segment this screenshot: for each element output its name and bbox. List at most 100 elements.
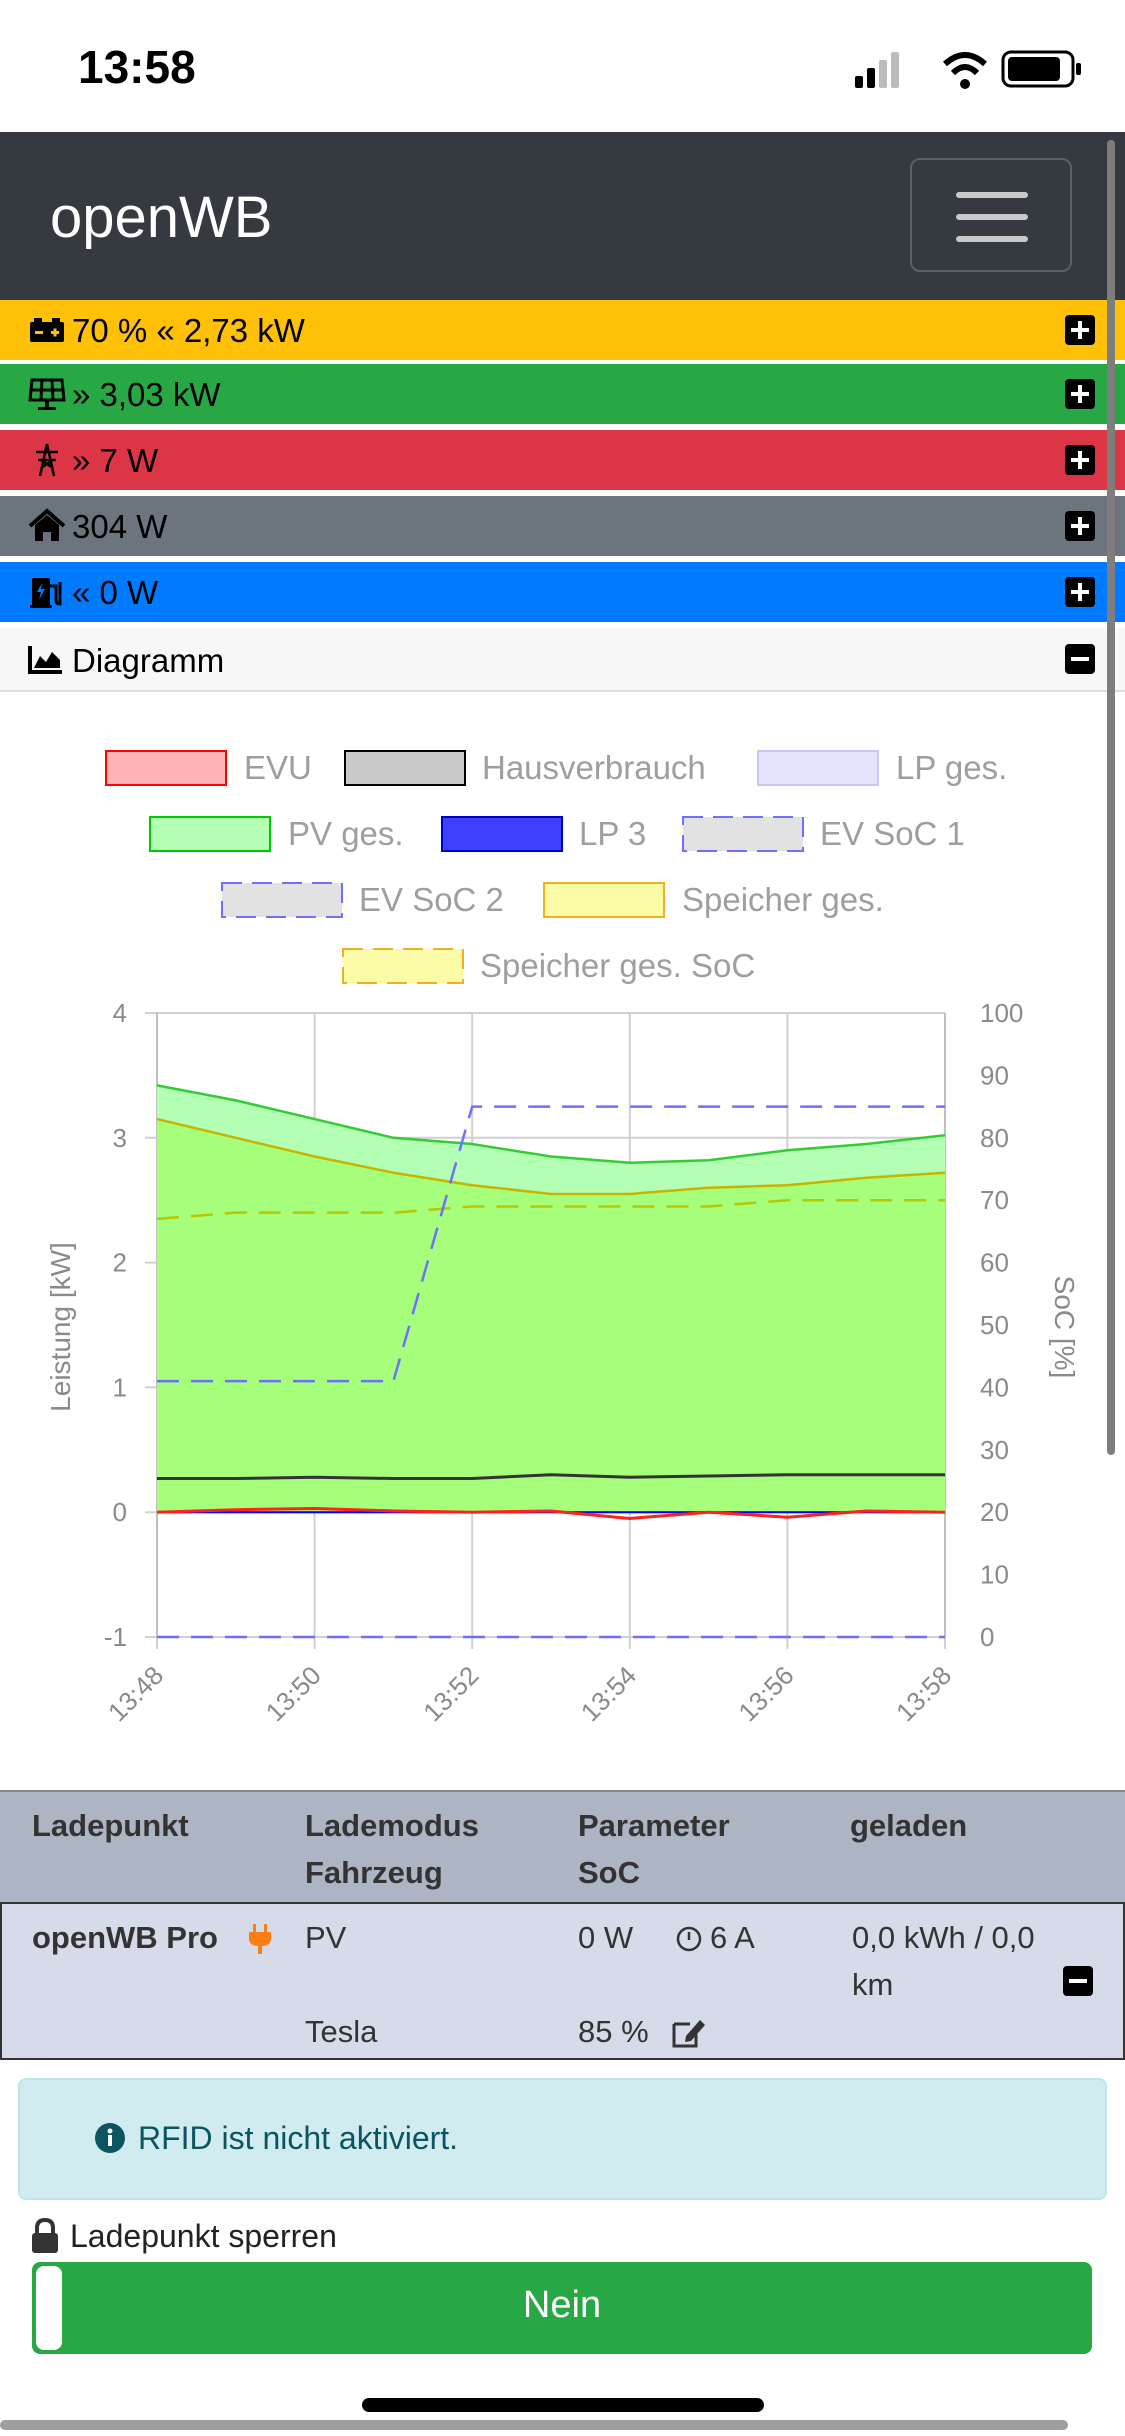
grid-row[interactable]: » 7 W [0, 430, 1125, 490]
charge-mode[interactable]: PV [305, 1920, 347, 1955]
legend-pv-ges: PV ges. [149, 815, 404, 852]
menu-toggle-button[interactable] [910, 158, 1072, 272]
x-tick-label: 13:52 [417, 1660, 484, 1727]
lock-icon [32, 2218, 58, 2253]
header-lademodus: Lademodus [305, 1808, 479, 1843]
navbar: openWB [0, 132, 1125, 300]
chargepoint-table-header: Ladepunkt Lademodus Fahrzeug Parameter S… [0, 1790, 1125, 1902]
status-time: 13:58 [78, 41, 196, 93]
wifi-icon [942, 52, 988, 89]
vehicle-name[interactable]: Tesla [305, 2014, 378, 2049]
expand-pv-icon[interactable] [1065, 379, 1095, 409]
legend-speicher-ges: Speicher ges. [543, 881, 884, 918]
house-row[interactable]: 304 W [0, 496, 1125, 556]
home-indicator[interactable] [362, 2398, 764, 2412]
grid-summary: » 7 W [72, 442, 159, 479]
legend-ev-soc-1: EV SoC 1 [682, 815, 965, 852]
y-tick-label: 1 [113, 1372, 127, 1402]
y-axis-label: Leistung [kW] [45, 1242, 76, 1412]
haus-area [157, 1474, 945, 1513]
y-right-tick-label: 70 [980, 1185, 1009, 1215]
y-right-tick-label: 50 [980, 1310, 1009, 1340]
y-right-tick-label: 0 [980, 1622, 994, 1652]
legend-swatch-ev-soc-2 [221, 882, 343, 918]
pv-row[interactable]: » 3,03 kW [0, 364, 1125, 424]
edit-icon[interactable] [670, 2016, 708, 2050]
header-soc: SoC [578, 1855, 640, 1890]
charging-station-icon [30, 578, 62, 608]
legend-label-lp3: LP 3 [579, 815, 646, 852]
header-geladen: geladen [850, 1808, 968, 1843]
battery-summary: 70 % « 2,73 kW [72, 312, 305, 349]
lock-label: Ladepunkt sperren [70, 2218, 337, 2254]
collapse-row-icon[interactable] [1063, 1966, 1093, 1996]
info-icon [95, 2123, 125, 2153]
power-tower-icon [36, 443, 58, 477]
x-tick-label: 13:54 [575, 1660, 642, 1727]
hamburger-icon [956, 192, 1028, 198]
pv-summary: » 3,03 kW [72, 376, 221, 413]
x-tick-label: 13:58 [890, 1660, 957, 1727]
expand-chargepoint-icon[interactable] [1065, 577, 1095, 607]
y-right-tick-label: 40 [980, 1372, 1009, 1402]
y-tick-label: 2 [113, 1248, 127, 1278]
legend-swatch-evu [105, 750, 227, 786]
legend-label-speicher-ges-soc: Speicher ges. SoC [480, 947, 755, 984]
header-ladepunkt: Ladepunkt [32, 1808, 189, 1843]
legend-label-pv-ges: PV ges. [288, 815, 404, 852]
legend-label-lp-ges: LP ges. [896, 749, 1007, 786]
house-summary: 304 W [72, 508, 168, 545]
power-chart: EVU Hausverbrauch LP ges. PV ges. LP 3 E… [45, 749, 1080, 1727]
legend-lp-ges: LP ges. [757, 749, 1007, 786]
y-tick-label: -1 [104, 1622, 127, 1652]
legend-swatch-pv-ges [149, 816, 271, 852]
signal-icon [855, 52, 899, 88]
chargepoint-summary: « 0 W [72, 574, 159, 611]
legend-swatch-hausverbrauch [344, 750, 466, 786]
y-right-tick-label: 30 [980, 1435, 1009, 1465]
legend-swatch-ev-soc-1 [682, 816, 804, 852]
y-tick-label: 4 [113, 998, 127, 1028]
battery-row[interactable]: 70 % « 2,73 kW [0, 300, 1125, 360]
lock-toggle[interactable]: Nein [32, 2262, 1092, 2354]
legend-hausverbrauch: Hausverbrauch [344, 749, 706, 786]
y-axis-right-label: SoC [%] [1049, 1276, 1080, 1379]
solar-panel-icon [28, 378, 66, 410]
home-icon [28, 508, 66, 541]
scrollbar[interactable] [1107, 140, 1115, 1455]
chargepoint-name[interactable]: openWB Pro [32, 1920, 218, 1955]
brand-logo-text[interactable]: openWB [50, 185, 273, 250]
legend-speicher-ges-soc: Speicher ges. SoC [342, 947, 755, 984]
x-tick-label: 13:50 [260, 1660, 327, 1727]
area-chart-icon [28, 646, 62, 674]
y-right-tick-label: 10 [980, 1560, 1009, 1590]
expand-grid-icon[interactable] [1065, 445, 1095, 475]
status-icons [855, 50, 1081, 89]
battery-icon [30, 318, 64, 342]
chart-lines [156, 1084, 946, 1639]
y-tick-label: 0 [113, 1497, 127, 1527]
table-row[interactable]: openWB Pro PV Tesla 0 W 6 A 85 % 0,0 kWh… [0, 1902, 1125, 2060]
speicher-area [157, 1119, 945, 1513]
status-bar: 13:58 [0, 0, 1125, 132]
y-tick-label: 3 [113, 1123, 127, 1153]
expand-house-icon[interactable] [1065, 511, 1095, 541]
ev-soc-1-line [157, 1105, 945, 1383]
x-tick-label: 13:56 [732, 1660, 799, 1727]
expand-battery-icon[interactable] [1065, 315, 1095, 345]
legend-label-evu: EVU [244, 749, 312, 786]
toggle-knob[interactable] [36, 2266, 62, 2350]
legend-lp3: LP 3 [441, 815, 646, 852]
legend-swatch-speicher-ges [543, 882, 665, 918]
legend-swatch-speicher-ges-soc [342, 948, 464, 984]
charged-energy: 0,0 kWh / 0,0 [852, 1920, 1035, 1955]
horizontal-scrollbar[interactable] [0, 2420, 1068, 2430]
y-right-tick-label: 90 [980, 1060, 1009, 1090]
chargepoint-row[interactable]: « 0 W [0, 562, 1125, 622]
legend-swatch-lp3 [441, 816, 563, 852]
collapse-diagram-icon[interactable] [1065, 644, 1095, 674]
y-right-tick-label: 60 [980, 1248, 1009, 1278]
y-right-tick-label: 80 [980, 1123, 1009, 1153]
diagram-header[interactable]: Diagramm [0, 628, 1125, 692]
charge-power: 0 W [578, 1920, 634, 1955]
